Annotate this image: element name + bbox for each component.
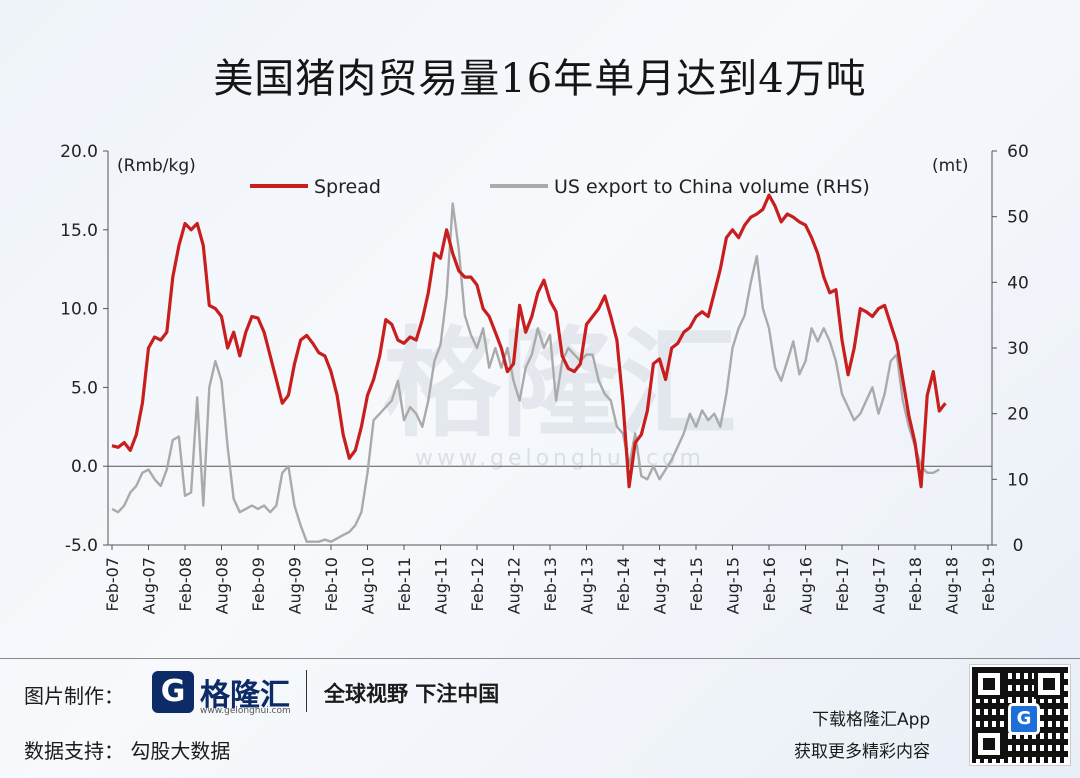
logo-url: www.gelonghui.com [200, 706, 291, 716]
left-axis-unit: (Rmb/kg) [117, 156, 196, 176]
right-axis-unit: (mt) [932, 156, 969, 176]
right-tick-label: 60 [1007, 142, 1029, 162]
left-tick-label: 20.0 [60, 142, 98, 162]
x-tick-label: Aug-10 [359, 557, 378, 614]
x-tick-label: Aug-16 [797, 557, 816, 614]
qr-logo-icon: G [1008, 703, 1040, 735]
x-tick-label: Feb-12 [468, 557, 487, 611]
x-tick-label: Feb-09 [249, 557, 268, 611]
legend-label-spread: Spread [314, 176, 381, 198]
left-tick-label: 5.0 [71, 378, 98, 398]
chart-axes: 20.0 15.0 10.0 5.0 0.0 -5.0 60 50 40 30 20 10 0 (Rmb/… [60, 142, 1029, 614]
qr-finder-mark [974, 729, 1004, 759]
gelonghui-logo-icon: G [152, 671, 194, 713]
qr-finder-mark [1034, 669, 1064, 699]
x-tick-label: Feb-18 [906, 557, 925, 611]
chart-series [111, 193, 947, 543]
logo-name: 格隆汇 [200, 678, 290, 713]
right-tick-label: 50 [1007, 208, 1029, 228]
made-by-label: 图片制作： [24, 684, 124, 708]
footer-separator [306, 670, 307, 712]
series-line-us-export-volume [111, 202, 940, 543]
left-tick-label: -5.0 [65, 536, 98, 556]
left-tick-label: 0.0 [71, 457, 98, 477]
right-tick-label: 30 [1007, 339, 1029, 359]
x-tick-label: Aug-17 [870, 557, 889, 614]
chart-legend: Spread US export to China volume (RHS) [250, 176, 870, 198]
x-tick-label: Aug-15 [724, 557, 743, 614]
x-tick-label: Aug-13 [578, 557, 597, 614]
chart-title: 美国猪肉贸易量16年单月达到4万吨 [213, 56, 867, 102]
x-tick-label: Feb-13 [541, 557, 560, 611]
x-tick-label: Feb-15 [687, 557, 706, 611]
right-tick-label: 10 [1007, 470, 1029, 490]
x-tick-label: Feb-19 [979, 557, 998, 611]
x-tick-label: Feb-17 [833, 557, 852, 611]
watermark-url: www.gelonghui.com [415, 446, 705, 471]
series-line-spread [111, 193, 947, 489]
x-tick-label: Feb-11 [395, 557, 414, 611]
left-tick-label: 15.0 [60, 221, 98, 241]
x-tick-label: Aug-11 [432, 557, 451, 614]
x-tick-label: Feb-08 [176, 557, 195, 611]
left-tick-label: 10.0 [60, 300, 98, 320]
qr-code-icon[interactable]: G [970, 665, 1070, 765]
data-support-label: 数据支持： 勾股大数据 [24, 739, 231, 763]
download-subtext: 获取更多精彩内容 [794, 742, 930, 762]
x-tick-label: Aug-07 [140, 557, 159, 614]
footer-divider [0, 658, 1080, 659]
x-tick-label: Aug-14 [651, 557, 670, 614]
x-tick-label: Aug-12 [505, 557, 524, 614]
slogan: 全球视野 下注中国 [324, 682, 500, 706]
x-tick-label: Feb-07 [103, 557, 122, 611]
qr-finder-mark [974, 669, 1004, 699]
x-tick-label: Aug-18 [943, 557, 962, 614]
right-tick-label: 40 [1007, 273, 1029, 293]
x-tick-label: Aug-08 [213, 557, 232, 614]
x-tick-label: Feb-14 [614, 557, 633, 611]
x-tick-label: Feb-10 [322, 557, 341, 611]
legend-label-volume: US export to China volume (RHS) [554, 176, 870, 198]
right-tick-label: 0 [1013, 536, 1024, 556]
x-tick-label: Aug-09 [286, 557, 305, 614]
download-app-text: 下载格隆汇App [812, 710, 931, 730]
x-tick-label: Feb-16 [760, 557, 779, 611]
right-tick-label: 20 [1007, 405, 1029, 425]
